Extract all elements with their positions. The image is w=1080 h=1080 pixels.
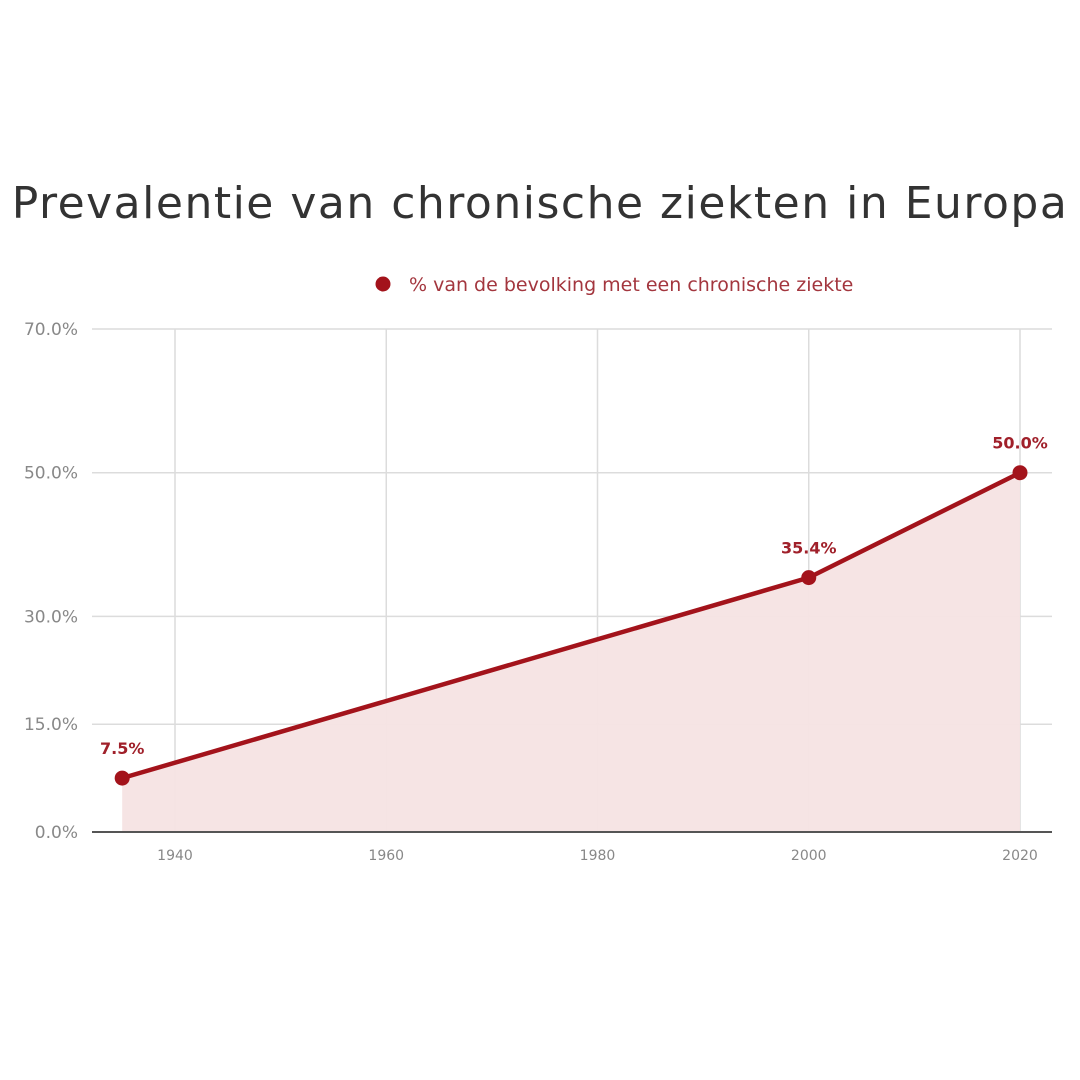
data-point: [114, 770, 130, 786]
y-tick-label: 15.0%: [24, 715, 78, 735]
series-area: [122, 472, 1020, 832]
axes: 0.0% 15.0% 30.0% 50.0% 70.0% 1940 1960 1980 2000…: [24, 320, 1052, 864]
y-tick-label: 0.0%: [35, 823, 78, 843]
data-label: 50.0%: [992, 434, 1048, 453]
area-layer: [122, 472, 1020, 832]
chart-title: Prevalentie van chronische ziekten in Eu…: [11, 178, 1069, 229]
x-tick-label: 1980: [580, 848, 616, 864]
label-layer: 7.5% 35.4% 50.0%: [100, 434, 1048, 758]
x-tick-label: 1940: [157, 848, 193, 864]
legend-label: % van de bevolking met een chronische zi…: [409, 274, 853, 296]
line-layer: [114, 465, 1028, 786]
y-tick-label: 70.0%: [24, 320, 78, 340]
legend: % van de bevolking met een chronische zi…: [375, 274, 853, 296]
legend-marker: [375, 276, 391, 292]
data-label: 35.4%: [781, 539, 837, 558]
y-tick-label: 50.0%: [24, 464, 78, 484]
data-point: [801, 570, 817, 586]
x-tick-label: 2020: [1002, 848, 1038, 864]
data-label: 7.5%: [100, 739, 144, 758]
x-tick-label: 1960: [368, 848, 404, 864]
data-point: [1012, 465, 1028, 481]
x-tick-label: 2000: [791, 848, 827, 864]
y-tick-label: 30.0%: [24, 607, 78, 627]
